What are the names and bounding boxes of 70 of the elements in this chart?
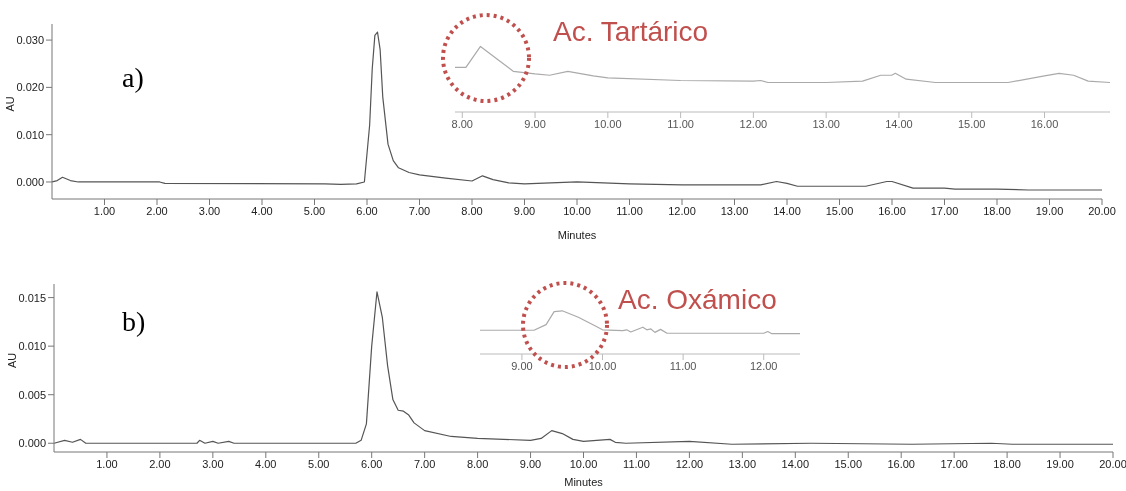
x-tick-label: 10.00 bbox=[569, 457, 598, 470]
annotation: b) bbox=[122, 306, 146, 338]
annotation: a) bbox=[122, 62, 144, 94]
line-series bbox=[54, 291, 1113, 445]
x-tick-label: 11.00 bbox=[616, 204, 643, 217]
y-axis-title: AU bbox=[3, 96, 16, 112]
x-tick-label: 20.00 bbox=[1099, 457, 1126, 470]
x-tick-label: 12.00 bbox=[749, 359, 778, 372]
y-tick-label: 0.010 bbox=[16, 128, 44, 141]
x-tick-label: 11.00 bbox=[623, 457, 650, 470]
x-tick-label: 2.00 bbox=[146, 204, 168, 217]
x-tick-label: 13.00 bbox=[812, 117, 840, 130]
x-tick-label: 4.00 bbox=[251, 204, 273, 217]
x-tick-label: 17.00 bbox=[930, 204, 959, 217]
x-tick-label: 8.00 bbox=[451, 117, 473, 130]
x-tick-label: 6.00 bbox=[356, 204, 378, 217]
annotation: Ac. Tartárico bbox=[553, 16, 709, 48]
x-axis-title: Minutes bbox=[564, 476, 604, 488]
y-tick-label: 0.015 bbox=[18, 291, 46, 304]
x-tick-label: 18.00 bbox=[993, 457, 1021, 470]
y-axis-title: AU bbox=[5, 352, 18, 368]
x-tick-label: 7.00 bbox=[408, 204, 431, 217]
x-tick-label: 10.00 bbox=[563, 204, 591, 217]
x-tick-label: 16.00 bbox=[887, 457, 915, 470]
y-tick-label: 0.020 bbox=[16, 81, 44, 94]
x-tick-label: 9.00 bbox=[511, 359, 533, 372]
x-tick-label: 20.00 bbox=[1088, 204, 1116, 217]
annotation: Ac. Oxámico bbox=[618, 284, 777, 316]
x-tick-label: 8.00 bbox=[466, 457, 489, 470]
x-tick-label: 12.00 bbox=[675, 457, 704, 470]
x-tick-label: 14.00 bbox=[781, 457, 810, 470]
x-tick-label: 9.00 bbox=[513, 204, 536, 217]
x-tick-label: 7.00 bbox=[413, 457, 436, 470]
x-tick-label: 10.00 bbox=[588, 359, 617, 372]
y-tick-label: 0.005 bbox=[18, 388, 46, 401]
x-tick-label: 3.00 bbox=[198, 204, 221, 217]
x-tick-label: 16.00 bbox=[1030, 117, 1059, 130]
y-tick-label: 0.030 bbox=[16, 33, 44, 46]
x-tick-label: 15.00 bbox=[825, 204, 854, 217]
x-tick-label: 15.00 bbox=[834, 457, 863, 470]
x-tick-label: 11.00 bbox=[667, 117, 694, 130]
x-axis-title: Minutes bbox=[557, 229, 597, 241]
y-tick-label: 0.000 bbox=[18, 437, 46, 450]
x-tick-label: 15.00 bbox=[957, 117, 986, 130]
x-tick-label: 5.00 bbox=[303, 204, 326, 217]
x-tick-label: 11.00 bbox=[669, 359, 697, 372]
x-tick-label: 19.00 bbox=[1035, 204, 1064, 217]
x-tick-label: 14.00 bbox=[773, 204, 801, 217]
x-tick-label: 1.00 bbox=[93, 204, 116, 217]
x-tick-label: 1.00 bbox=[96, 457, 118, 470]
x-tick-label: 13.00 bbox=[728, 457, 757, 470]
x-tick-label: 5.00 bbox=[308, 457, 330, 470]
y-tick-label: 0.010 bbox=[18, 340, 46, 353]
x-tick-label: 9.00 bbox=[519, 457, 542, 470]
x-tick-label: 19.00 bbox=[1046, 457, 1074, 470]
x-tick-label: 16.00 bbox=[878, 204, 906, 217]
x-tick-label: 10.00 bbox=[594, 117, 622, 130]
x-tick-label: 6.00 bbox=[360, 457, 383, 470]
x-tick-label: 18.00 bbox=[983, 204, 1011, 217]
x-tick-label: 3.00 bbox=[202, 457, 224, 470]
x-tick-label: 17.00 bbox=[940, 457, 968, 470]
x-tick-label: 8.00 bbox=[461, 204, 483, 217]
x-tick-label: 14.00 bbox=[885, 117, 913, 130]
x-tick-label: 9.00 bbox=[524, 117, 546, 130]
x-tick-label: 4.00 bbox=[255, 457, 277, 470]
x-tick-label: 13.00 bbox=[720, 204, 749, 217]
y-tick-label: 0.000 bbox=[16, 175, 44, 188]
x-tick-label: 2.00 bbox=[149, 457, 171, 470]
x-tick-label: 12.00 bbox=[739, 117, 768, 130]
x-tick-label: 12.00 bbox=[668, 204, 696, 217]
